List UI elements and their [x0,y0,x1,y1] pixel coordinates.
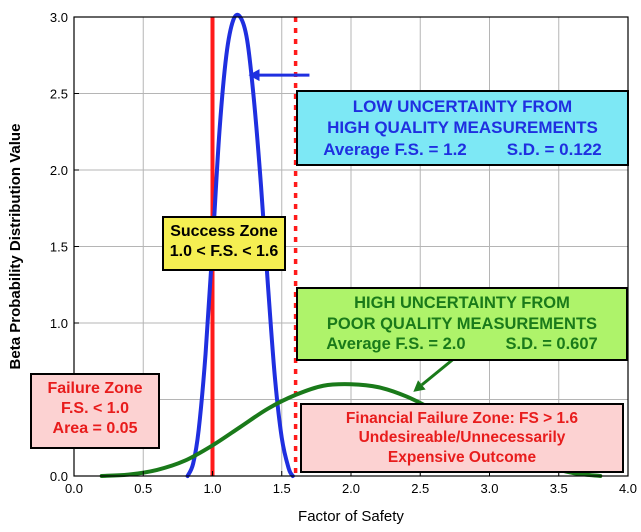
x-tick-label: 1.5 [273,481,291,496]
failure-zone-annotation: Failure Zone F.S. < 1.0 Area = 0.05 [30,373,160,449]
y-tick-label: 1.0 [50,316,68,331]
x-tick-label: 2.5 [411,481,429,496]
high-uncertainty-arrowhead [413,380,426,392]
x-tick-label: 1.0 [203,481,221,496]
high-uncertainty-average: Average F.S. = 2.0 [326,335,466,354]
x-tick-label: 2.0 [342,481,360,496]
low-uncertainty-arrowhead [248,69,260,82]
y-tick-label: 3.0 [50,10,68,25]
financial-failure-annotation: Financial Failure Zone: FS > 1.6 Undesir… [300,403,624,473]
success-zone-annotation: Success Zone 1.0 < F.S. < 1.6 [162,216,286,271]
high-uncertainty-sd: S.D. = 0.607 [505,335,598,354]
x-tick-label: 4.0 [619,481,637,496]
x-tick-label: 3.0 [480,481,498,496]
high-uncertainty-line1: HIGH UNCERTAINTY FROM [354,294,570,312]
financial-failure-line2: Undesireable/Unnecessarily [358,429,566,447]
y-tick-label: 1.5 [50,240,68,255]
high-uncertainty-line2: POOR QUALITY MEASUREMENTS [326,314,598,333]
financial-failure-title: Financial Failure Zone: FS > 1.6 [345,410,579,427]
high-uncertainty-annotation: HIGH UNCERTAINTY FROM POOR QUALITY MEASU… [296,287,628,361]
low-uncertainty-line1: LOW UNCERTAINTY FROM [352,97,573,116]
y-tick-label: 2.5 [50,87,68,102]
low-uncertainty-stats: Average F.S. = 1.2 S.D. = 0.122 [298,139,627,160]
high-uncertainty-stats: Average F.S. = 2.0 S.D. = 0.607 [298,334,626,355]
failure-zone-range: F.S. < 1.0 [60,400,130,417]
axis-ticks: 0.00.51.01.52.02.53.03.54.00.00.51.01.52… [50,10,637,496]
low-uncertainty-average: Average F.S. = 1.2 [323,139,467,159]
low-uncertainty-sd: S.D. = 0.122 [506,139,602,159]
failure-zone-area: Area = 0.05 [52,420,138,437]
y-axis-label: Beta Probability Distribution Value [7,124,24,370]
failure-zone-title: Failure Zone [47,380,143,397]
y-tick-label: 0.0 [50,469,68,484]
x-tick-label: 0.5 [134,481,152,496]
low-uncertainty-annotation: LOW UNCERTAINTY FROM HIGH QUALITY MEASUR… [296,90,629,166]
low-uncertainty-line2: HIGH QUALITY MEASUREMENTS [327,118,598,138]
y-tick-label: 2.0 [50,163,68,178]
x-tick-label: 0.0 [65,481,83,496]
x-tick-label: 3.5 [550,481,568,496]
success-zone-range: 1.0 < F.S. < 1.6 [169,243,279,260]
success-zone-title: Success Zone [170,223,278,240]
financial-failure-line3: Expensive Outcome [387,448,537,466]
x-axis-label: Factor of Safety [298,508,404,525]
